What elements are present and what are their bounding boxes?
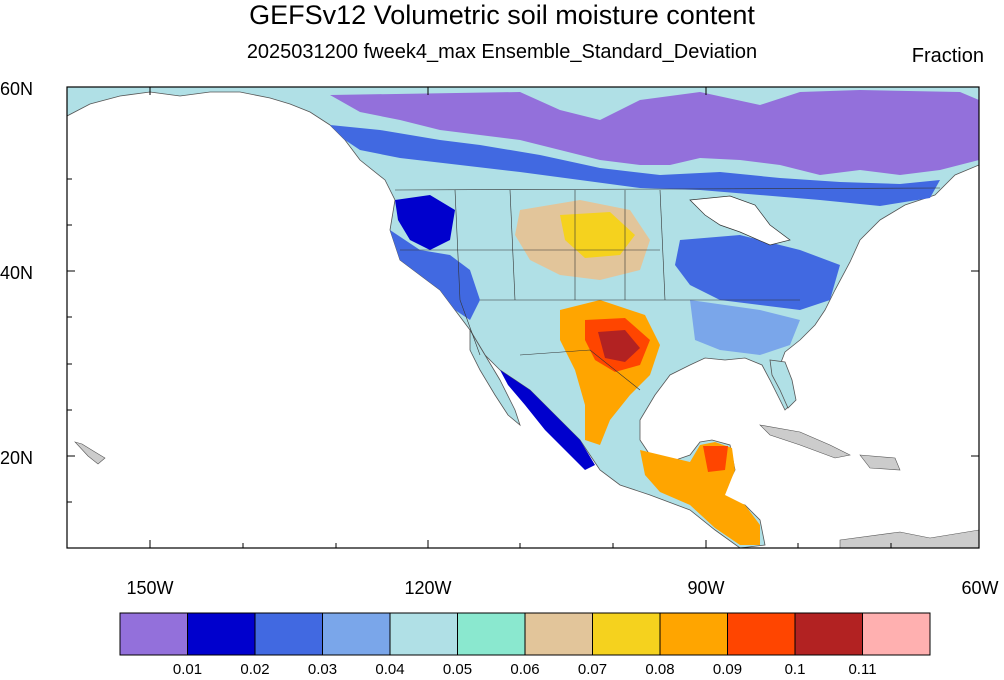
- colorbar-label: 0.06: [510, 661, 539, 678]
- colorbar-swatch: [322, 612, 391, 656]
- colorbar-swatch: [727, 612, 796, 656]
- land-north-america: [67, 87, 979, 548]
- lon-label-120w: 120W: [404, 578, 451, 598]
- colorbar-swatch: [659, 612, 728, 656]
- field-orange-centralamerica: [640, 442, 760, 545]
- map-title: GEFSv12 Volumetric soil moisture content: [249, 0, 755, 30]
- colorbar-swatch: [389, 612, 458, 656]
- colorbar-swatch: [862, 612, 931, 656]
- colorbar-label: 0.08: [645, 661, 674, 678]
- lat-label-40n: 40N: [0, 263, 33, 283]
- colorbar-swatch: [187, 612, 256, 656]
- units-label: Fraction: [911, 45, 984, 67]
- colorbar-label: 0.07: [578, 661, 607, 678]
- field-yellow-plains: [560, 212, 635, 258]
- map-field: [67, 87, 979, 548]
- colorbar-label: 0.04: [375, 661, 404, 678]
- colorbar-swatch: [592, 612, 661, 656]
- lon-label-150w: 150W: [126, 578, 173, 598]
- land-hispaniola: [859, 454, 901, 471]
- colorbar-label: 0.01: [173, 661, 202, 678]
- lat-ticks: [67, 86, 979, 503]
- field-red-yucatan: [703, 446, 728, 472]
- great-lakes: [689, 195, 791, 246]
- field-blue-east: [675, 235, 840, 310]
- field-purple-north: [330, 90, 979, 175]
- land-baja: [469, 328, 521, 427]
- field-blue-coast: [390, 230, 480, 320]
- colorbar-label: 0.02: [240, 661, 269, 678]
- colorbar-label: 0.05: [443, 661, 472, 678]
- colorbar: 0.01 0.02 0.03 0.04 0.05 0.06 0.07 0.08 0.09 0.1 0…: [119, 612, 931, 678]
- colorbar-swatch: [119, 612, 188, 656]
- land-hawaii: [74, 441, 106, 465]
- colorbar-label: 0.11: [848, 661, 876, 678]
- colorbar-swatch: [254, 612, 323, 656]
- lon-label-60w: 60W: [961, 578, 998, 598]
- land-venezuela-coast: [839, 529, 979, 548]
- colorbar-swatch: [794, 612, 863, 656]
- colorbar-swatch: [457, 612, 526, 656]
- land-cuba: [759, 424, 851, 459]
- lon-label-90w: 90W: [687, 578, 724, 598]
- field-blue-west: [395, 195, 455, 250]
- colorbar-label: 0.09: [713, 661, 742, 678]
- political-borders: [394, 187, 941, 391]
- lon-ticks: [149, 87, 892, 548]
- field-darkred-texas: [598, 330, 640, 362]
- field-lightblue-se: [690, 300, 800, 355]
- land-florida: [769, 359, 797, 409]
- colorbar-swatch: [524, 612, 593, 656]
- lat-label-20n: 20N: [0, 448, 33, 468]
- colorbar-label: 0.1: [785, 661, 806, 678]
- lat-label-60n: 60N: [0, 79, 33, 99]
- map-subtitle: 2025031200 fweek4_max Ensemble_Standard_…: [246, 41, 758, 63]
- field-blue-north: [330, 125, 940, 206]
- colorbar-label: 0.03: [308, 661, 337, 678]
- field-blue-mexico: [500, 370, 595, 470]
